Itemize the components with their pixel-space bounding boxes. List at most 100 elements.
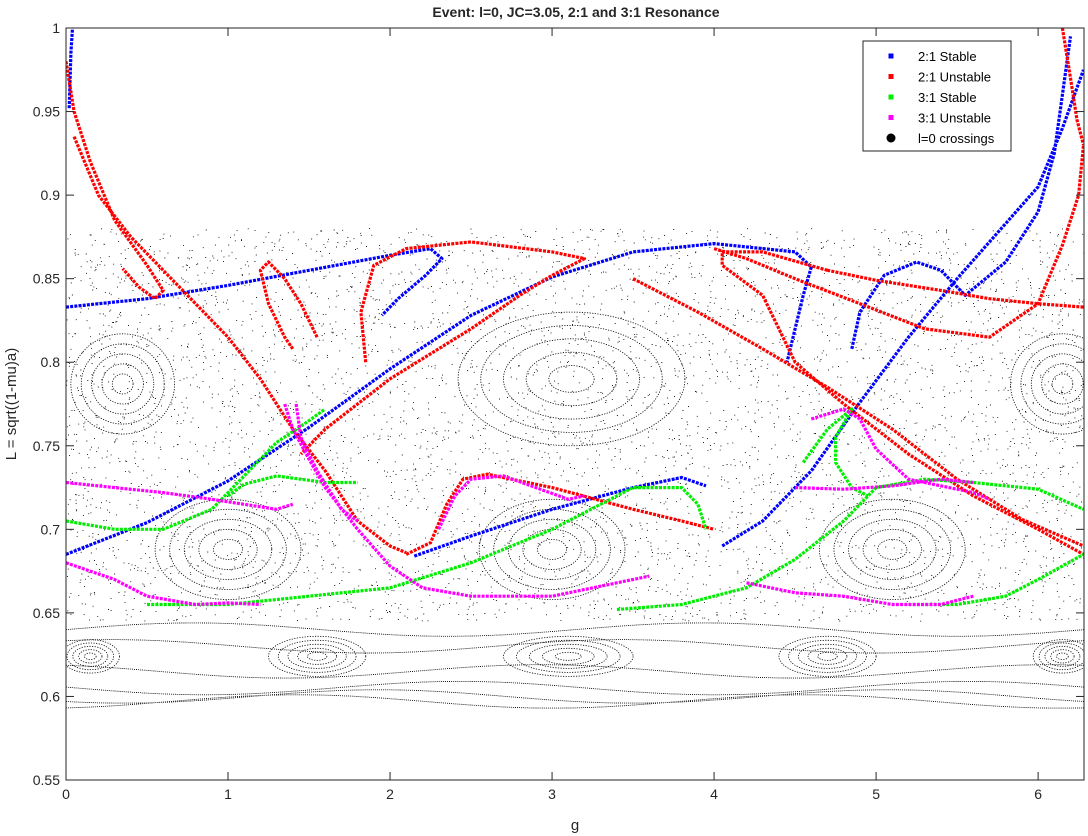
island-orbit bbox=[307, 651, 328, 661]
x-tick-label: 4 bbox=[710, 786, 718, 802]
island-orbit bbox=[503, 635, 634, 677]
series-3-1-stable-curve-1 bbox=[66, 407, 327, 531]
island-orbit bbox=[862, 528, 922, 570]
legend-marker-3-1-unstable bbox=[888, 115, 894, 120]
island-orbit bbox=[1010, 333, 1084, 435]
island-orbit bbox=[525, 351, 618, 407]
series-3-1-stable-curve-2 bbox=[227, 474, 358, 498]
island-orbit bbox=[537, 538, 568, 560]
island-orbit bbox=[66, 639, 120, 674]
y-tick-label: 0.75 bbox=[33, 438, 60, 454]
plot-frame bbox=[65, 27, 1085, 781]
island-orbit bbox=[111, 373, 134, 395]
island-orbit bbox=[1038, 642, 1084, 671]
island-orbit bbox=[213, 538, 244, 560]
series-2-1-unstable-curve-6 bbox=[713, 144, 1084, 339]
island-orbit bbox=[297, 647, 337, 665]
island-orbit bbox=[169, 508, 287, 590]
series-2-1-stable-curve-1 bbox=[66, 247, 444, 317]
island-8 bbox=[268, 635, 367, 677]
island-orbit bbox=[268, 635, 367, 677]
island-orbit bbox=[84, 652, 97, 661]
island-3 bbox=[1010, 333, 1084, 435]
island-orbit bbox=[877, 538, 908, 560]
resonance-manifolds bbox=[66, 28, 1084, 612]
chart-title: Event: l=0, JC=3.05, 2:1 and 3:1 Resonan… bbox=[432, 4, 719, 20]
island-orbit bbox=[507, 518, 597, 580]
axis-ticks: 0 1 2 3 4 5 6 0.55 0.6 0.65 0.7 0.75 0.8 0.85 0.9 0.95 1 bbox=[33, 20, 1084, 802]
island-orbit bbox=[503, 338, 640, 420]
island-orbit bbox=[818, 498, 966, 600]
island-orbit bbox=[1032, 639, 1084, 674]
island-orbit bbox=[91, 353, 155, 415]
series-2-1-stable-curve-4 bbox=[721, 69, 1084, 548]
island-5 bbox=[478, 498, 626, 600]
island-orbit bbox=[541, 647, 595, 665]
island-orbit bbox=[101, 363, 144, 405]
island-orbit bbox=[1056, 652, 1069, 661]
island-orbit bbox=[277, 639, 357, 673]
legend-label-3-1-unstable: 3:1 Unstable bbox=[918, 111, 991, 126]
island-orbit bbox=[548, 365, 595, 393]
island-orbit bbox=[516, 639, 621, 673]
island-orbit bbox=[833, 508, 952, 590]
legend-label-3-1-stable: 3:1 Stable bbox=[918, 90, 977, 105]
series-2-1-stable-curve-2 bbox=[66, 242, 813, 556]
island-orbit bbox=[154, 498, 302, 600]
x-tick-label: 3 bbox=[548, 786, 556, 802]
legend-marker-2-1-stable bbox=[888, 53, 894, 59]
series-3-1-unstable-curve-4 bbox=[66, 561, 261, 607]
island-orbit bbox=[478, 498, 626, 600]
island-orbit bbox=[554, 651, 582, 661]
island-10 bbox=[778, 635, 877, 677]
series-3-1-stable-curve-3 bbox=[147, 486, 708, 607]
legend-label-2-1-unstable: 2:1 Unstable bbox=[918, 70, 991, 85]
island-orbit bbox=[66, 642, 115, 671]
legend-label-l-0-crossings: l=0 crossings bbox=[918, 131, 995, 146]
island-orbit bbox=[70, 333, 175, 435]
series-3-1-unstable-curve-5 bbox=[437, 474, 585, 530]
series-3-1-stable bbox=[66, 407, 1084, 612]
y-tick-label: 0.65 bbox=[33, 605, 60, 621]
island-orbit bbox=[80, 343, 165, 425]
y-tick-label: 0.85 bbox=[33, 271, 60, 287]
series-2-1-unstable-curve-7 bbox=[720, 250, 1084, 556]
island-orbit bbox=[1044, 645, 1081, 667]
series-3-1-unstable-curve-2 bbox=[283, 403, 650, 598]
series-2-1-unstable-curve-9 bbox=[827, 268, 1084, 309]
y-tick-label: 0.9 bbox=[41, 187, 61, 203]
island-orbit bbox=[817, 651, 838, 661]
island-orbit bbox=[788, 639, 867, 673]
island-orbit bbox=[457, 311, 686, 447]
series-3-1-unstable-curve-3 bbox=[294, 403, 359, 523]
island-4 bbox=[154, 498, 302, 600]
chaotic-sea-points bbox=[66, 228, 1084, 709]
x-tick-label: 1 bbox=[224, 786, 232, 802]
series-3-1-stable-curve-4 bbox=[616, 477, 1084, 612]
island-orbit bbox=[807, 647, 848, 665]
y-axis-label: L = sqrt((1-mu)a) bbox=[3, 348, 20, 460]
island-orbit bbox=[493, 508, 611, 590]
legend-marker-2-1-unstable bbox=[888, 74, 894, 79]
island-orbit bbox=[78, 649, 103, 664]
x-axis-label: g bbox=[571, 817, 579, 834]
island-orbit bbox=[1041, 363, 1084, 405]
x-tick-label: 5 bbox=[872, 786, 880, 802]
series-2-1-unstable-curve-10 bbox=[1060, 28, 1084, 146]
legend-box bbox=[862, 40, 1012, 152]
island-orbit bbox=[528, 643, 608, 669]
series-3-1-unstable-curve-8 bbox=[795, 477, 974, 491]
series-2-1-unstable-curve-5 bbox=[405, 472, 715, 556]
series-2-1-unstable-curve-4 bbox=[299, 240, 587, 456]
series-3-1-unstable-curve-1 bbox=[66, 480, 294, 511]
island-6 bbox=[818, 498, 966, 600]
series-2-1-stable-curve-6 bbox=[67, 28, 75, 109]
series-2-1-unstable-curve-8 bbox=[632, 277, 1084, 548]
island-7 bbox=[66, 639, 120, 674]
legend-marker-3-1-stable bbox=[888, 94, 894, 100]
island-orbit bbox=[1050, 649, 1075, 664]
y-tick-label: 0.8 bbox=[41, 354, 61, 370]
island-orbit bbox=[522, 528, 582, 570]
island-orbit bbox=[198, 528, 258, 570]
